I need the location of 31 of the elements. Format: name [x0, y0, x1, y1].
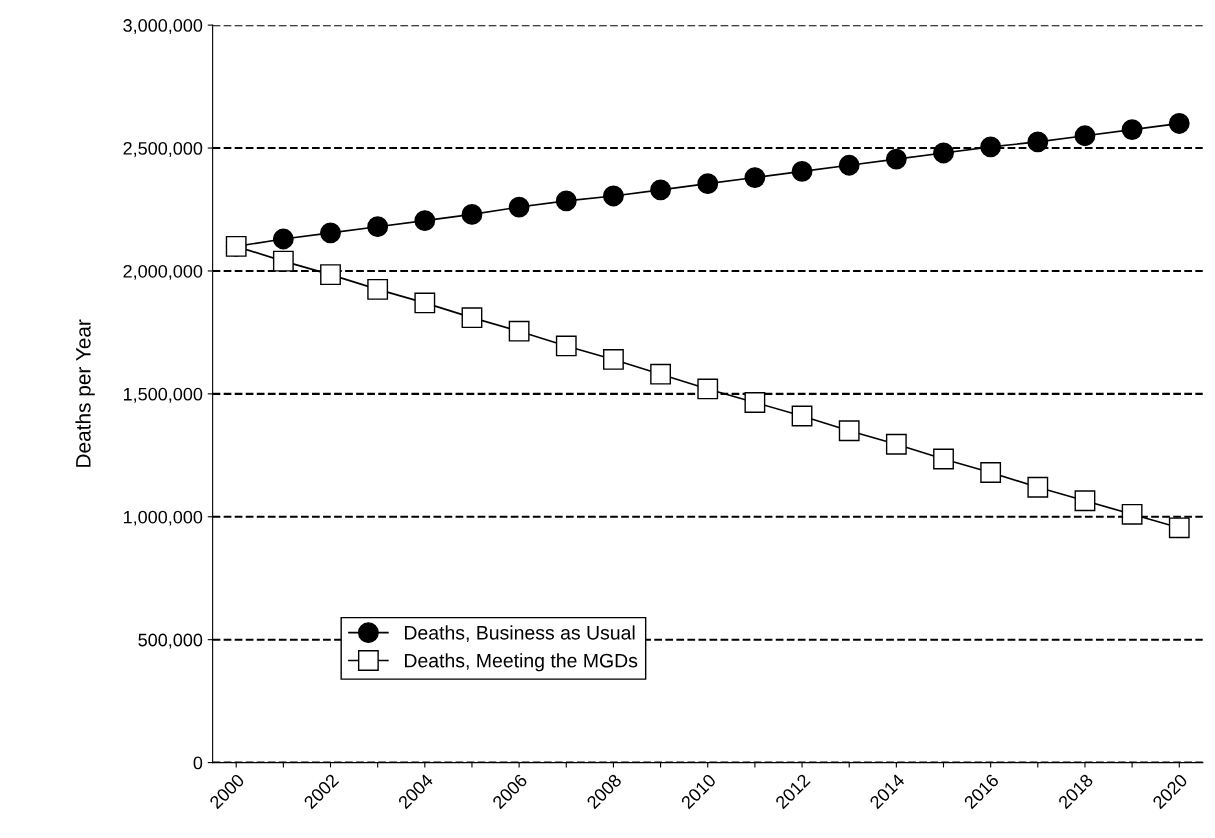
point: [885, 148, 907, 170]
point: [791, 160, 813, 182]
legend-label: Deaths, Meeting the MGDs: [404, 653, 638, 672]
point: [933, 142, 954, 164]
y-tick-label: 0: [193, 756, 203, 770]
y-tick-label: 500,000: [138, 633, 203, 649]
y-tick-label: 2,000,000: [123, 264, 203, 280]
point: [1121, 119, 1143, 141]
point: [1168, 113, 1190, 134]
legend-label: Deaths, Business as Usual: [404, 625, 635, 642]
point: [1074, 125, 1096, 147]
y-axis-title: Deaths per Year: [75, 319, 95, 467]
y-tick-label: 1,000,000: [123, 510, 203, 526]
point: [838, 154, 860, 176]
point: [272, 228, 294, 250]
point: [461, 203, 483, 225]
y-tick-label: 3,000,000: [123, 19, 203, 34]
point: [414, 210, 436, 231]
point: [697, 378, 719, 400]
point: [744, 167, 766, 188]
y-tick-label: 1,500,000: [123, 387, 203, 403]
point: [320, 222, 341, 244]
y-tick-label: 2,500,000: [123, 141, 203, 157]
point: [555, 190, 577, 212]
point: [697, 173, 719, 195]
point: [603, 185, 624, 207]
point: [508, 196, 530, 218]
point: [980, 136, 1002, 158]
point: [1027, 131, 1049, 153]
point: [367, 216, 389, 238]
point: [650, 179, 672, 201]
